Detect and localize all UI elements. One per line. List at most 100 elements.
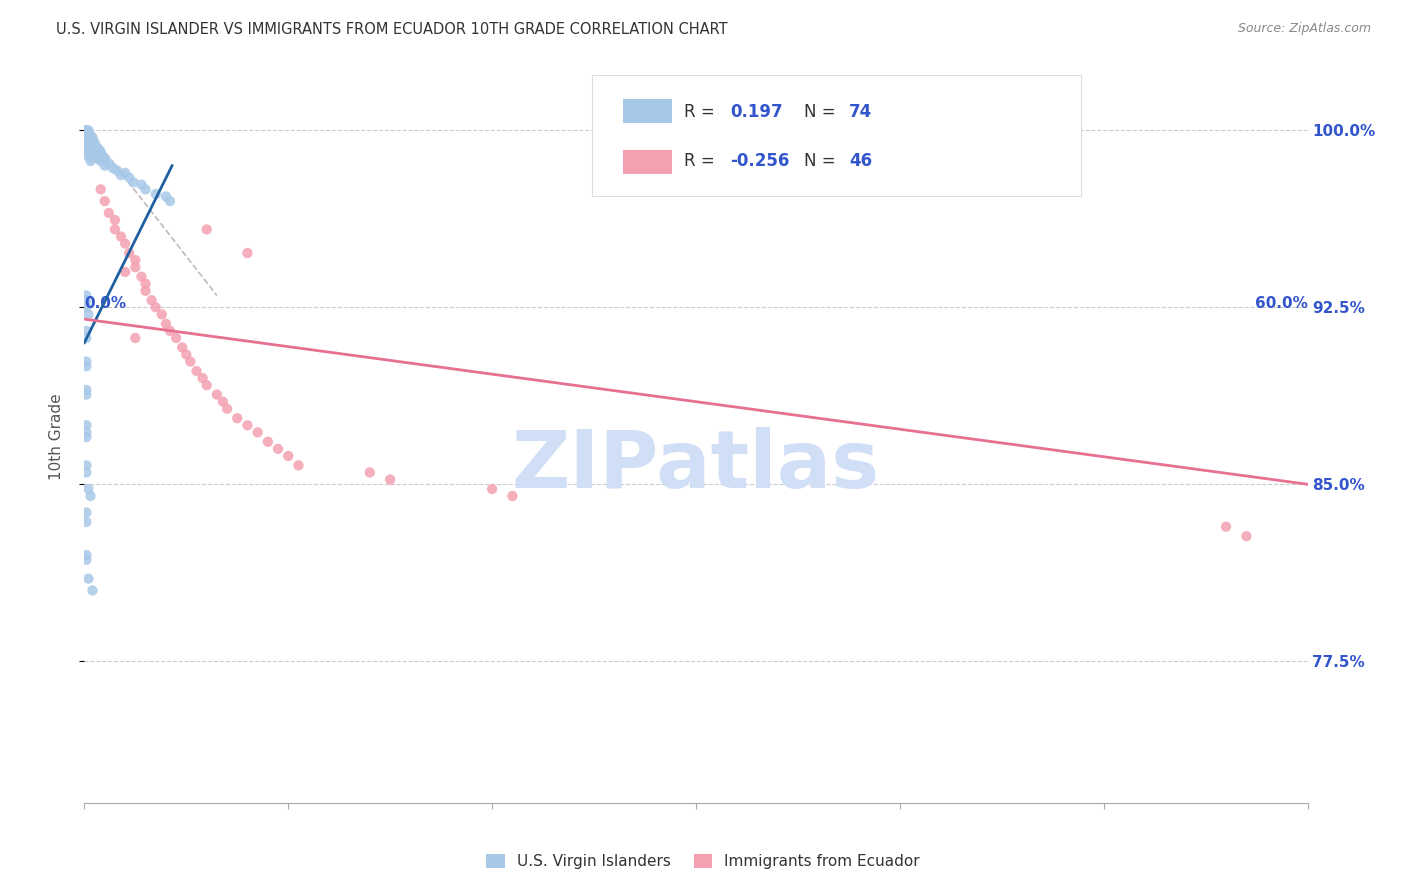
Point <box>124 260 146 275</box>
Point <box>124 253 146 268</box>
Point <box>75 466 97 480</box>
Point <box>79 149 101 163</box>
Point <box>124 331 146 345</box>
Point <box>118 170 141 185</box>
Point <box>75 130 97 145</box>
Point <box>105 163 128 178</box>
Point <box>93 194 115 208</box>
Text: R =: R = <box>683 103 720 120</box>
Point <box>75 128 97 142</box>
Point <box>172 340 194 354</box>
Point <box>77 126 100 140</box>
Point <box>359 466 381 480</box>
Point <box>79 128 101 142</box>
Point <box>91 149 114 163</box>
Text: Source: ZipAtlas.com: Source: ZipAtlas.com <box>1237 22 1371 36</box>
Point <box>502 489 524 503</box>
Point <box>155 189 177 203</box>
Point <box>86 140 108 154</box>
Point <box>212 394 235 409</box>
Point <box>110 229 132 244</box>
Point <box>75 418 97 433</box>
Point <box>135 284 157 298</box>
Point <box>82 145 104 159</box>
Point <box>75 133 97 147</box>
Point <box>131 269 153 284</box>
Point <box>79 154 101 169</box>
Point <box>79 145 101 159</box>
Point <box>75 553 97 567</box>
Point <box>159 194 181 208</box>
Point <box>481 482 503 496</box>
Point <box>82 152 104 166</box>
Point <box>205 387 228 401</box>
Point <box>77 145 100 159</box>
Point <box>87 152 110 166</box>
Text: ZIPatlas: ZIPatlas <box>512 427 880 506</box>
Point <box>75 354 97 368</box>
Point <box>75 142 97 156</box>
Point <box>141 293 163 308</box>
Point <box>165 331 187 345</box>
Point <box>145 187 167 202</box>
Point <box>77 123 100 137</box>
Point <box>75 548 97 562</box>
Text: -0.256: -0.256 <box>730 153 790 170</box>
Point <box>75 293 97 308</box>
Point <box>77 572 100 586</box>
Point <box>75 288 97 302</box>
Point <box>77 482 100 496</box>
Point <box>246 425 269 440</box>
Point <box>131 178 153 192</box>
Point <box>77 135 100 149</box>
Point <box>75 425 97 440</box>
Point <box>101 161 124 175</box>
FancyBboxPatch shape <box>623 99 672 122</box>
Point <box>79 489 101 503</box>
Text: N =: N = <box>804 153 841 170</box>
Point <box>77 307 100 321</box>
Text: 60.0%: 60.0% <box>1254 296 1308 311</box>
Point <box>186 364 208 378</box>
Point <box>287 458 309 473</box>
Text: 74: 74 <box>849 103 872 120</box>
Point <box>380 473 402 487</box>
Point <box>83 135 105 149</box>
Legend: U.S. Virgin Islanders, Immigrants from Ecuador: U.S. Virgin Islanders, Immigrants from E… <box>479 848 927 875</box>
Point <box>114 166 136 180</box>
Text: 46: 46 <box>849 153 872 170</box>
Y-axis label: 10th Grade: 10th Grade <box>49 393 63 481</box>
Point <box>122 175 145 189</box>
Point <box>145 301 167 315</box>
Point <box>118 246 141 260</box>
Point <box>195 378 218 392</box>
Point <box>90 182 112 196</box>
Point <box>75 515 97 529</box>
Point <box>75 301 97 315</box>
Point <box>1215 520 1237 534</box>
Point <box>75 123 97 137</box>
Point <box>155 317 177 331</box>
Point <box>90 154 112 169</box>
Point <box>174 347 197 361</box>
Text: U.S. VIRGIN ISLANDER VS IMMIGRANTS FROM ECUADOR 10TH GRADE CORRELATION CHART: U.S. VIRGIN ISLANDER VS IMMIGRANTS FROM … <box>56 22 728 37</box>
Point <box>86 147 108 161</box>
Point <box>97 156 120 170</box>
Point <box>82 137 104 152</box>
FancyBboxPatch shape <box>623 151 672 174</box>
Point <box>75 123 97 137</box>
Point <box>135 277 157 291</box>
FancyBboxPatch shape <box>592 75 1081 195</box>
Text: R =: R = <box>683 153 720 170</box>
Point <box>83 142 105 156</box>
Point <box>277 449 299 463</box>
Point <box>104 213 127 227</box>
Point <box>179 354 201 368</box>
Text: 0.197: 0.197 <box>730 103 783 120</box>
Point <box>77 130 100 145</box>
Point <box>75 430 97 444</box>
Point <box>114 265 136 279</box>
Point <box>82 130 104 145</box>
Point <box>267 442 290 456</box>
Point <box>87 142 110 156</box>
